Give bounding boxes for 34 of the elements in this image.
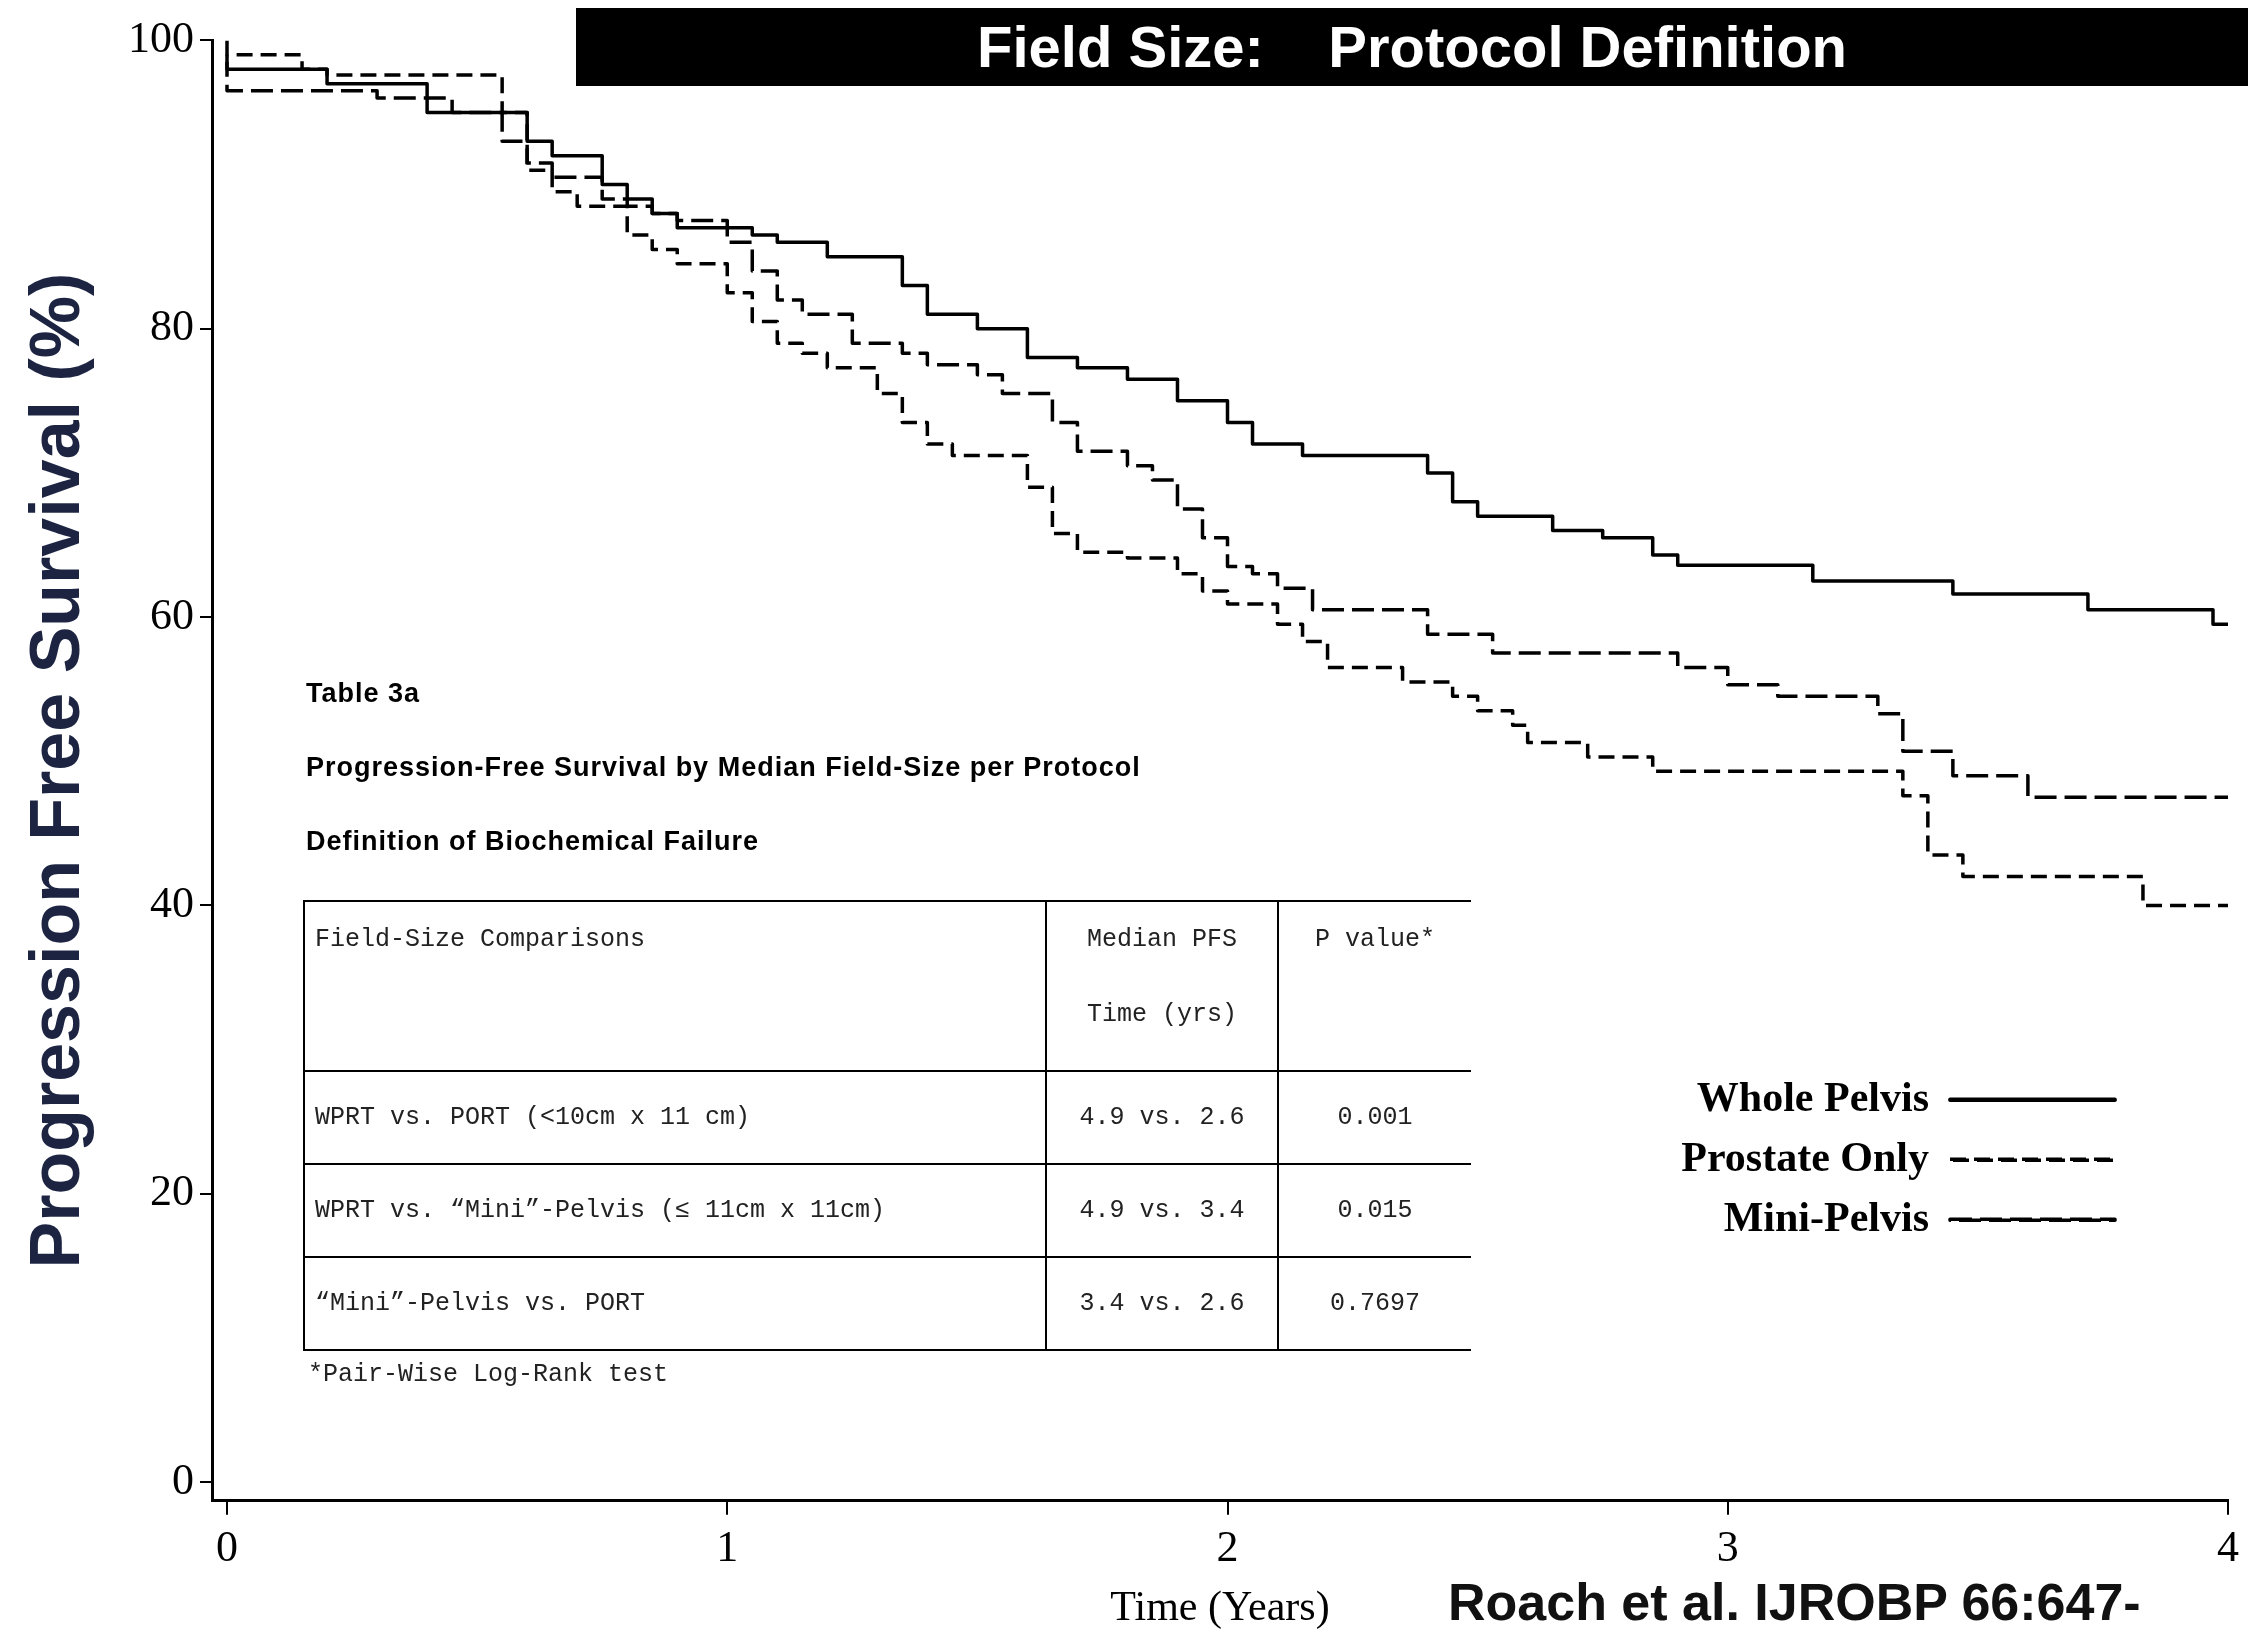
x-tick-label: 2: [1216, 1521, 1239, 1571]
y-tick-label: 0: [172, 1454, 194, 1504]
y-tick-label: 40: [150, 877, 194, 927]
annotation: “Mini”-Pelvis vs. PORT: [304, 1257, 1046, 1350]
y-tick-label: 100: [128, 12, 194, 62]
legend-label: Prostate Only: [1681, 1133, 1929, 1180]
x-tick-label: 4: [2217, 1521, 2239, 1571]
annotation: Table 3a: [306, 678, 421, 709]
annotation: Definition of Biochemical Failure: [306, 826, 760, 857]
x-tick-label: 0: [216, 1521, 239, 1571]
legend-label: Whole Pelvis: [1696, 1073, 1929, 1120]
x-tick-label: 3: [1716, 1521, 1739, 1571]
annotation: P value*: [1278, 901, 1471, 1071]
y-tick-label: 80: [150, 301, 194, 351]
text: Roach et al. IJROBP 66:647-: [1448, 1572, 2141, 1632]
annotation: WPRT vs. “Mini”-Pelvis (≤ 11cm x 11cm): [304, 1164, 1046, 1257]
annotation: Progression-Free Survival by Median Field-Size per Protocol: [306, 752, 1141, 783]
annotation: 0.015: [1278, 1164, 1471, 1257]
y-tick-label: 60: [150, 589, 194, 639]
annotation: 4.9 vs. 3.4: [1046, 1164, 1278, 1257]
annotation: 0.7697: [1278, 1257, 1471, 1350]
annotation: Field-Size Comparisons: [304, 901, 1046, 1071]
annotation: 0.001: [1278, 1071, 1471, 1164]
text: Median PFS Time (yrs): [1086, 925, 1238, 1029]
y-axis-title: Progression Free Survival (%): [16, 272, 95, 1269]
annotation: 4.9 vs. 2.6: [1046, 1071, 1278, 1164]
title-banner: Field Size: Protocol Definition: [576, 8, 2248, 86]
annotation: WPRT vs. PORT (<10cm x 11 cm): [304, 1071, 1046, 1164]
x-axis-title: Time (Years): [1110, 1582, 1330, 1630]
y-tick-label: 20: [150, 1166, 194, 1216]
legend-label: Mini-Pelvis: [1723, 1193, 1929, 1240]
x-tick-label: 1: [716, 1521, 739, 1571]
annotation: 3.4 vs. 2.6: [1046, 1257, 1278, 1350]
annotation: *Pair-Wise Log-Rank test: [308, 1360, 669, 1389]
